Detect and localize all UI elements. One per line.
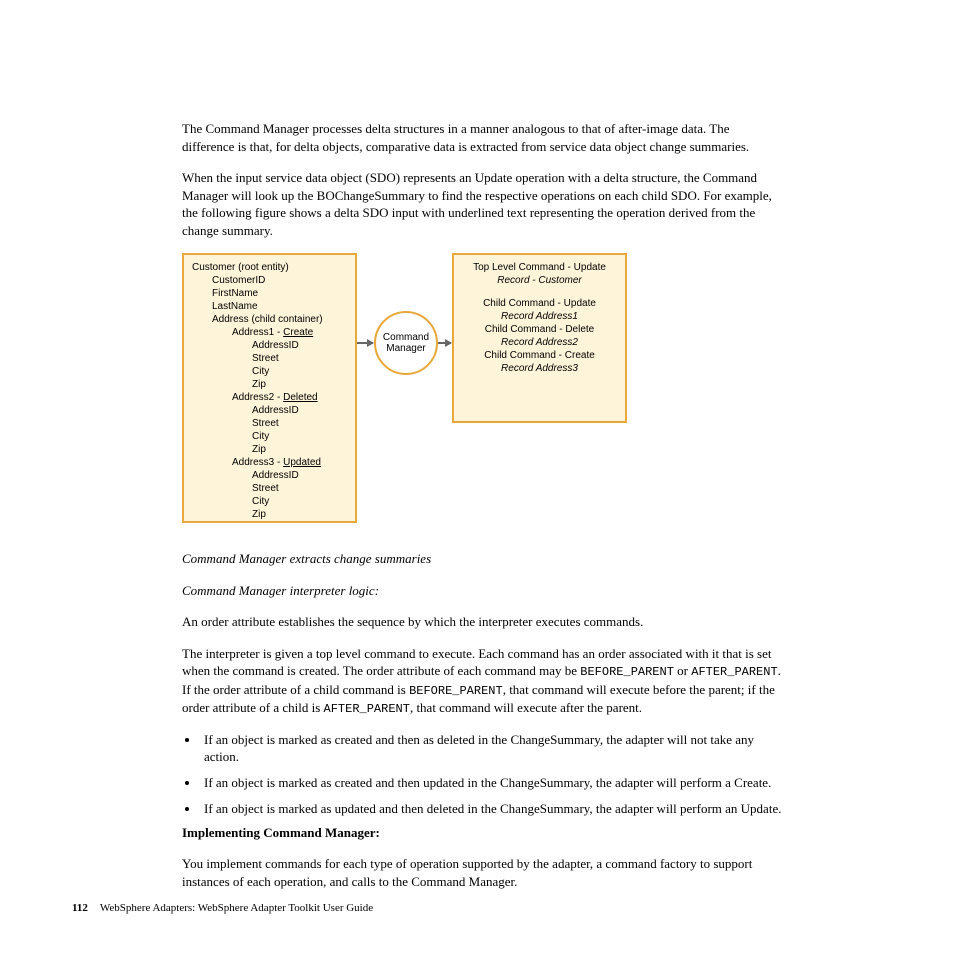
a1-pre: Address1 - bbox=[232, 327, 283, 338]
right-c1r: Record Address1 bbox=[462, 310, 617, 323]
bullet-3: If an object is marked as updated and th… bbox=[200, 800, 782, 818]
p4b: or bbox=[674, 663, 691, 678]
right-c2: Child Command - Delete bbox=[462, 323, 617, 336]
bullet-2: If an object is marked as created and th… bbox=[200, 774, 782, 792]
right-c3: Child Command - Create bbox=[462, 349, 617, 362]
right-l1: Top Level Command - Update bbox=[462, 261, 617, 274]
subhead-implementing: Implementing Command Manager: bbox=[182, 825, 782, 841]
arrow-1 bbox=[357, 342, 373, 344]
p4-code2: AFTER_PARENT bbox=[691, 665, 777, 679]
paragraph-5: You implement commands for each type of … bbox=[182, 855, 782, 890]
a2-pre: Address2 - bbox=[232, 392, 283, 403]
a2-f3: City bbox=[252, 430, 347, 443]
p4e: , that command will execute after the pa… bbox=[410, 700, 642, 715]
left-l3: FirstName bbox=[212, 287, 347, 300]
bullet-list: If an object is marked as created and th… bbox=[200, 731, 782, 817]
circle-l2: Manager bbox=[386, 343, 425, 354]
page-content: The Command Manager processes delta stru… bbox=[182, 120, 782, 904]
paragraph-3: An order attribute establishes the seque… bbox=[182, 613, 782, 631]
a2-f4: Zip bbox=[252, 443, 347, 456]
left-l4: LastName bbox=[212, 300, 347, 313]
a1-f2: Street bbox=[252, 352, 347, 365]
a1-f1: AddressID bbox=[252, 339, 347, 352]
right-c2r: Record Address2 bbox=[462, 336, 617, 349]
diagram-circle: Command Manager bbox=[374, 311, 438, 375]
diagram-left-box: Customer (root entity) CustomerID FirstN… bbox=[182, 253, 357, 523]
diagram-right-box: Top Level Command - Update Record - Cust… bbox=[452, 253, 627, 423]
a3-f4: Zip bbox=[252, 508, 347, 521]
a1-f3: City bbox=[252, 365, 347, 378]
footer-text: WebSphere Adapters: WebSphere Adapter To… bbox=[100, 902, 373, 914]
a3-pre: Address3 - bbox=[232, 457, 283, 468]
a3-f3: City bbox=[252, 495, 347, 508]
left-addr3: Address3 - Updated bbox=[232, 456, 347, 469]
page-footer: 112 WebSphere Adapters: WebSphere Adapter… bbox=[72, 902, 373, 914]
a2-f1: AddressID bbox=[252, 404, 347, 417]
left-addr1: Address1 - Create bbox=[232, 326, 347, 339]
circle-l1: Command bbox=[383, 332, 429, 343]
right-c1: Child Command - Update bbox=[462, 297, 617, 310]
a3-f2: Street bbox=[252, 482, 347, 495]
p4-code3: BEFORE_PARENT bbox=[409, 684, 503, 698]
a3-f1: AddressID bbox=[252, 469, 347, 482]
left-l2: CustomerID bbox=[212, 274, 347, 287]
arrow-2 bbox=[438, 342, 451, 344]
left-l1: Customer (root entity) bbox=[192, 261, 347, 274]
p4-code1: BEFORE_PARENT bbox=[580, 665, 674, 679]
paragraph-4: The interpreter is given a top level com… bbox=[182, 645, 782, 717]
a1-op: Create bbox=[283, 327, 313, 338]
figure-caption: Command Manager extracts change summarie… bbox=[182, 551, 782, 567]
a2-f2: Street bbox=[252, 417, 347, 430]
paragraph-1: The Command Manager processes delta stru… bbox=[182, 120, 782, 155]
diagram: Customer (root entity) CustomerID FirstN… bbox=[182, 253, 782, 533]
left-l5: Address (child container) bbox=[212, 313, 347, 326]
page-number: 112 bbox=[72, 902, 88, 914]
p4-code4: AFTER_PARENT bbox=[324, 702, 410, 716]
a1-f4: Zip bbox=[252, 378, 347, 391]
a2-op: Deleted bbox=[283, 392, 317, 403]
a3-op: Updated bbox=[283, 457, 321, 468]
right-l2: Record - Customer bbox=[462, 274, 617, 287]
subhead-interpreter: Command Manager interpreter logic: bbox=[182, 583, 782, 599]
right-c3r: Record Address3 bbox=[462, 362, 617, 375]
left-addr2: Address2 - Deleted bbox=[232, 391, 347, 404]
bullet-1: If an object is marked as created and th… bbox=[200, 731, 782, 766]
paragraph-2: When the input service data object (SDO)… bbox=[182, 169, 782, 239]
